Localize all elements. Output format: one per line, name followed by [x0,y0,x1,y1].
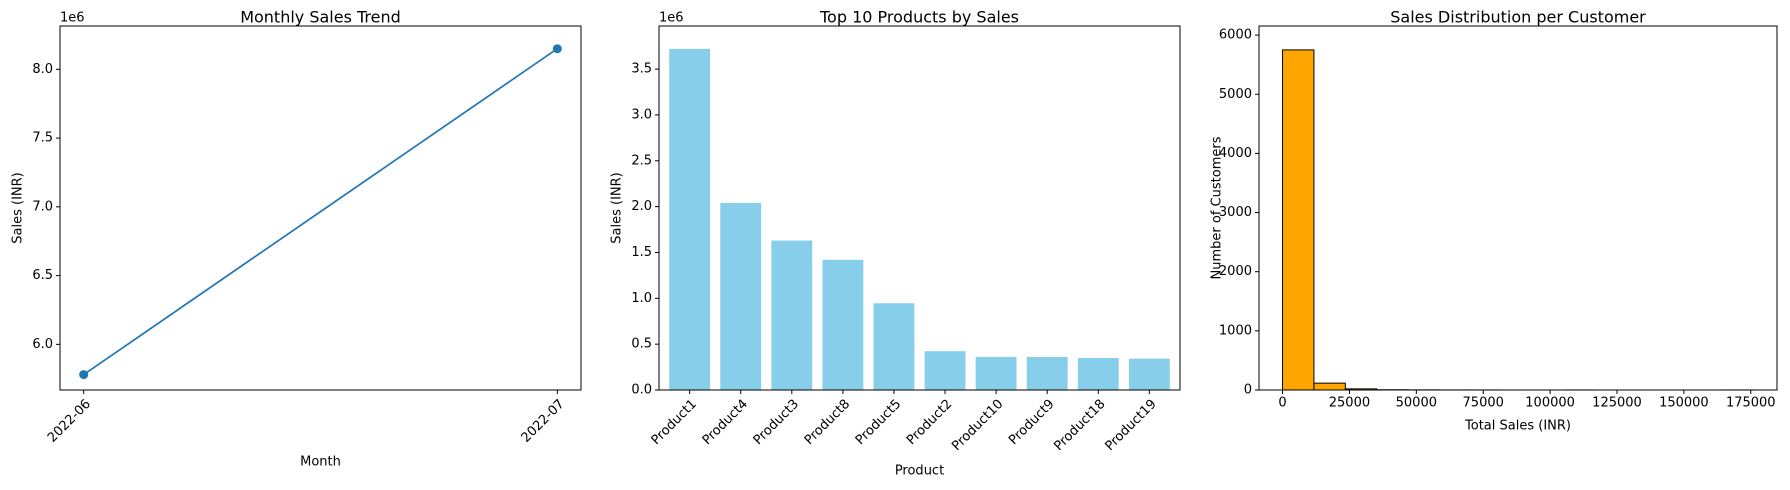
chart-title: Monthly Sales Trend [240,8,401,27]
x-tick-label: Product2 [904,397,955,448]
y-tick-label: 0.0 [631,383,652,398]
x-tick-label: 125000 [1592,396,1642,411]
x-tick-label: 2022-06 [45,397,94,446]
line [83,47,558,376]
y-offset-text: 1e6 [659,11,684,26]
bar [822,259,864,390]
bar [1077,358,1119,390]
bar [873,303,915,390]
x-tick-label: Product18 [1051,397,1108,454]
x-axis-label: Month [300,455,341,470]
y-tick-label: 2.0 [631,199,652,214]
x-axis-label: Total Sales (INR) [1464,419,1571,434]
x-tick-label: 100000 [1525,396,1575,411]
y-tick-label: 1.5 [631,245,652,260]
y-tick-label: 3000 [1219,205,1252,220]
x-tick-label: Product9 [1006,397,1057,448]
axes-frame [59,25,582,391]
y-tick-label: 4000 [1219,146,1252,161]
x-axis-label: Product [895,464,944,479]
y-axis-label: Sales (INR) [11,172,26,243]
x-tick-label: Product3 [751,397,802,448]
histogram-bar [1313,382,1346,391]
y-axis-label: Sales (INR) [610,172,625,243]
y-tick-label: 6.0 [32,337,53,352]
x-tick-label: Product10 [949,397,1006,454]
x-tick-label: Product1 [649,397,700,448]
y-tick-label: 2000 [1219,264,1252,279]
bar [924,351,966,390]
x-tick-label: 2022-07 [519,397,568,446]
bar [720,202,762,390]
y-tick-label: 1000 [1219,323,1252,338]
histogram-bar [1282,49,1315,391]
bar [975,356,1017,390]
x-tick-label: 75000 [1463,396,1504,411]
y-tick-label: 6.5 [32,268,53,283]
chart-title: Sales Distribution per Customer [1390,8,1646,27]
y-tick-label: 3.0 [631,107,652,122]
x-tick-label: 175000 [1726,396,1776,411]
y-offset-text: 1e6 [60,11,85,26]
point [552,44,562,54]
x-tick-label: Product8 [802,397,853,448]
y-axis-label: Number of Customers [1210,136,1225,279]
chart-title: Top 10 Products by Sales [819,8,1019,27]
x-tick-label: Product19 [1102,397,1159,454]
x-tick-label: 50000 [1396,396,1437,411]
bar [669,48,711,391]
axes-frame [1258,25,1778,391]
y-tick-label: 0.5 [631,337,652,352]
x-tick-label: Product4 [700,397,751,448]
bar [771,240,813,390]
y-tick-label: 8.0 [32,62,53,77]
axes-frame [658,25,1181,391]
y-tick-label: 3.5 [631,62,652,77]
x-tick-label: 25000 [1329,396,1370,411]
y-tick-label: 7.0 [32,199,53,214]
bar [1026,356,1068,390]
point [79,370,89,380]
y-tick-label: 0 [1244,383,1252,398]
y-tick-label: 5000 [1219,87,1252,102]
bar [1128,358,1170,390]
y-tick-label: 2.5 [631,153,652,168]
y-tick-label: 7.5 [32,131,53,146]
y-tick-label: 6000 [1219,28,1252,43]
x-tick-label: 150000 [1659,396,1709,411]
y-tick-label: 1.0 [631,291,652,306]
x-tick-label: 0 [1278,396,1286,411]
x-tick-label: Product5 [853,397,904,448]
